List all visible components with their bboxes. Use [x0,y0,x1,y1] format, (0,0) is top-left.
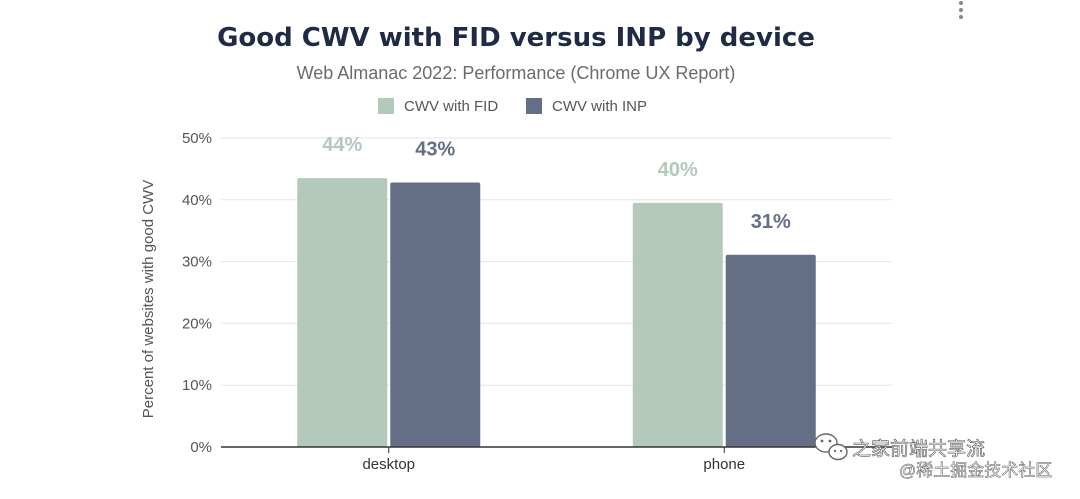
legend-label-fid: CWV with FID [404,98,498,115]
y-tick-label: 30% [182,254,212,271]
y-tick-label: 0% [190,439,212,456]
legend-swatch-fid [378,98,394,114]
watermark: 之家前端共享流 @稀土掘金技术社区 [814,433,1053,480]
y-tick-label: 10% [182,377,212,394]
more-vertical-icon[interactable] [952,0,970,22]
chart-subtitle: Web Almanac 2022: Performance (Chrome UX… [297,63,736,83]
x-tick-label: desktop [362,456,415,473]
wechat-icon [814,433,848,461]
y-tick-label: 40% [182,192,212,209]
data-label: 40% [658,159,698,181]
legend-swatch-inp [526,98,542,114]
y-tick-label: 50% [182,130,212,147]
chart-title: Good CWV with FID versus INP by device [217,23,815,53]
data-labels: 44% 43% 40% 31% [322,134,791,233]
bar-desktop-1 [390,182,481,447]
bars [297,178,816,448]
x-tick-label: phone [703,456,745,473]
data-label: 31% [751,211,791,233]
y-axis-label: Percent of websites with good CWV [140,180,157,418]
watermark-line-2: @稀土掘金技术社区 [899,461,1052,480]
x-axis-ticks: desktop phone [362,447,745,473]
y-axis-ticks: 0% 10% 20% 30% 40% 50% [182,130,212,456]
legend: CWV with FID CWV with INP [378,98,647,115]
y-tick-label: 20% [182,315,212,332]
data-label: 43% [415,138,455,160]
bar-phone-0 [632,202,723,447]
bar-phone-1 [725,254,816,447]
data-label: 44% [322,134,362,156]
watermark-line-1: 之家前端共享流 [852,438,985,460]
bar-desktop-0 [297,178,388,448]
legend-label-inp: CWV with INP [552,98,647,115]
